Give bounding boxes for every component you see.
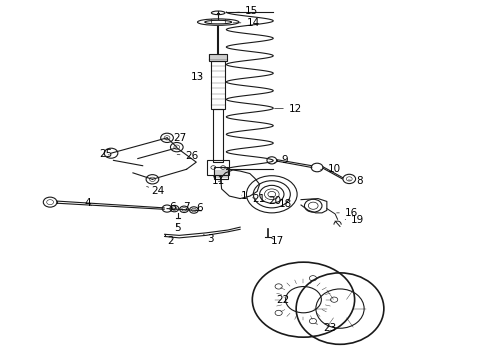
Text: 25: 25 — [99, 149, 112, 159]
Text: 9: 9 — [274, 156, 288, 165]
Text: 6: 6 — [170, 202, 176, 212]
Text: 15: 15 — [230, 6, 258, 17]
Text: 14: 14 — [233, 18, 260, 28]
Text: 11: 11 — [212, 176, 225, 186]
Text: 26: 26 — [177, 151, 199, 161]
Text: 1: 1 — [241, 191, 248, 201]
Text: 6: 6 — [196, 203, 203, 213]
Text: 2: 2 — [167, 237, 173, 247]
Text: 8: 8 — [348, 176, 363, 186]
Text: 19: 19 — [345, 215, 365, 225]
Text: 16: 16 — [337, 208, 358, 218]
Text: 4: 4 — [84, 198, 92, 208]
Text: 22: 22 — [277, 296, 290, 305]
Bar — [214, 167, 228, 179]
Bar — [213, 109, 223, 162]
Bar — [207, 160, 229, 175]
Text: 18: 18 — [276, 199, 293, 209]
Text: 17: 17 — [270, 236, 284, 246]
Text: 21: 21 — [252, 194, 265, 204]
Text: 13: 13 — [191, 72, 204, 82]
Text: 3: 3 — [203, 234, 214, 244]
Text: 10: 10 — [320, 164, 341, 174]
Bar — [211, 62, 225, 109]
Text: 5: 5 — [174, 223, 181, 233]
Text: 20: 20 — [266, 197, 282, 206]
Text: 24: 24 — [147, 186, 165, 196]
Text: 7: 7 — [183, 202, 189, 212]
Bar — [209, 54, 227, 62]
Text: 12: 12 — [274, 104, 302, 113]
Text: 27: 27 — [166, 133, 186, 143]
Text: 23: 23 — [316, 323, 336, 333]
